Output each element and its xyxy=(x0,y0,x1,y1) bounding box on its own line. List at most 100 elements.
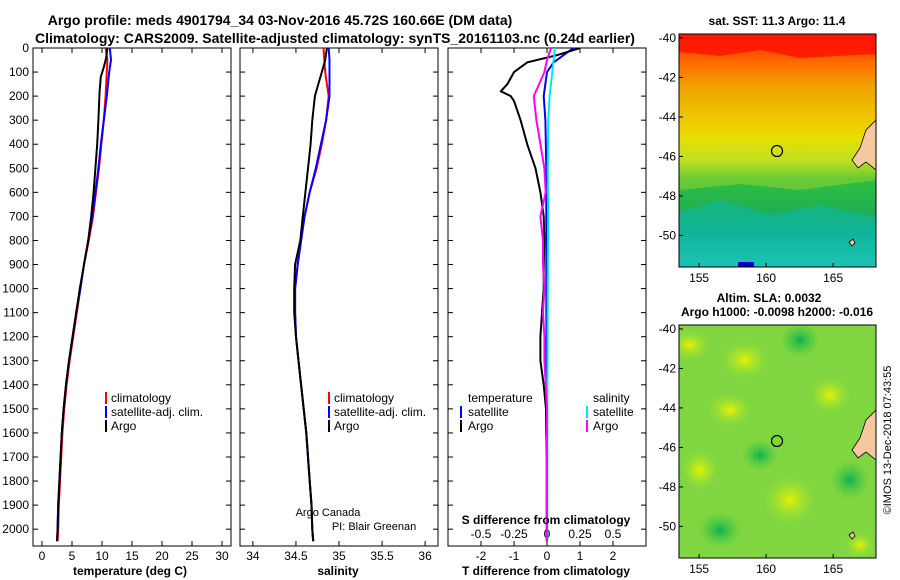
legend-label-argo: Argo xyxy=(111,419,137,433)
difference-x-tick-label: 2 xyxy=(610,549,617,563)
series-line-t-argo xyxy=(499,48,581,542)
sst-map-title: sat. SST: 11.3 Argo: 11.4 xyxy=(709,14,846,28)
annotation-argo-canada: Argo Canada xyxy=(296,507,362,519)
legend-label-t-argo: Argo xyxy=(468,419,494,433)
map-y-tick-label: -42 xyxy=(659,361,677,375)
temperature-x-tick-label: 20 xyxy=(155,549,169,563)
salinity-plot-frame xyxy=(239,47,439,547)
sst-map-frame xyxy=(678,33,877,268)
map-y-tick-label: -46 xyxy=(659,440,677,454)
sst-warm-band xyxy=(679,34,876,58)
depth-tick-label: 400 xyxy=(9,137,29,151)
depth-tick-label: 1100 xyxy=(3,306,29,320)
legend-label-climatology: climatology xyxy=(111,391,171,405)
temperature-axis-label: temperature (deg C) xyxy=(73,564,187,578)
salinity-x-tick-label: 35.5 xyxy=(370,549,394,563)
map-y-tick-label: -42 xyxy=(659,70,677,84)
difference-legend-salinity: salinity satellite Argo xyxy=(586,391,634,433)
salinity-x-tick-label: 35 xyxy=(332,549,346,563)
series-line-argo xyxy=(293,48,328,542)
map-x-tick-label: 155 xyxy=(689,271,709,285)
s-difference-tick-label: -0.5 xyxy=(471,527,492,541)
legend-label-t-satellite: satellite xyxy=(468,405,509,419)
map-x-tick-label: 165 xyxy=(823,562,843,576)
map-y-tick-label: -40 xyxy=(659,31,677,45)
map-y-tick-label: -50 xyxy=(659,519,677,533)
map-y-tick-label: -48 xyxy=(659,480,677,494)
sla-high xyxy=(706,392,754,428)
depth-tick-label: 1800 xyxy=(2,474,29,488)
depth-tick-label: 1700 xyxy=(2,450,29,464)
sla-map-title: Altim. SLA: 0.0032 xyxy=(717,291,822,305)
temperature-x-tick-label: 25 xyxy=(185,549,199,563)
temperature-x-tick-label: 5 xyxy=(69,549,76,563)
depth-tick-label: 0 xyxy=(22,41,29,55)
series-line-argo xyxy=(56,48,109,542)
map-x-tick-label: 160 xyxy=(756,562,776,576)
depth-tick-label: 1500 xyxy=(2,402,29,416)
depth-tick-label: 500 xyxy=(9,161,29,175)
salinity-x-tick-label: 34.5 xyxy=(284,549,308,563)
map-x-tick-label: 160 xyxy=(756,271,776,285)
map-y-tick-label: -44 xyxy=(659,401,677,415)
map-x-tick-label: 155 xyxy=(689,562,709,576)
depth-tick-labels: 0 100 200 300 400 500 600 700 800 900 1000 1100 1200… xyxy=(2,41,29,536)
sst-map-ticks: 155 160 165 -40 -42 -44 -46 -48 -50 xyxy=(659,31,844,285)
depth-tick-label: 300 xyxy=(9,113,29,127)
map-y-tick-label: -44 xyxy=(659,110,677,124)
temperature-x-tick-label: 15 xyxy=(125,549,139,563)
legend-label-climatology: climatology xyxy=(334,391,394,405)
t-difference-axis-label: T difference from climatology xyxy=(462,564,630,578)
sla-low xyxy=(742,439,778,471)
salinity-axis-label: salinity xyxy=(317,564,359,578)
depth-tick-label: 1300 xyxy=(2,354,29,368)
annotation-pi: PI: Blair Greenan xyxy=(332,521,416,533)
series-line-t-satellite xyxy=(542,48,574,542)
salinity-series xyxy=(293,48,331,542)
sst-cool-region xyxy=(679,200,876,267)
depth-tick-label: 600 xyxy=(9,185,29,199)
sla-map xyxy=(679,325,876,558)
legend-title-temperature: temperature xyxy=(468,391,533,405)
panel-ticks: 0 5 10 15 20 25 30 34 34.5 35 35.5 36 -2 -1 0 1 2 -0.5 -0.… xyxy=(33,47,646,563)
temperature-x-tick-label: 30 xyxy=(215,549,229,563)
sla-low xyxy=(830,460,870,500)
coastline-new-zealand xyxy=(851,119,876,171)
difference-legend-temperature: temperature satellite Argo xyxy=(460,391,533,433)
s-difference-axis-label: S difference from climatology xyxy=(462,513,631,527)
series-line-s-satellite xyxy=(546,48,556,542)
depth-tick-label: 200 xyxy=(9,89,29,103)
legend-label-s-argo: Argo xyxy=(593,419,619,433)
sla-low xyxy=(780,325,820,358)
depth-tick-label: 800 xyxy=(9,233,29,247)
s-difference-tick-label: -0.25 xyxy=(500,527,528,541)
salinity-legend: climatology satellite-adj. clim. Argo xyxy=(328,391,426,433)
depth-tick-label: 100 xyxy=(9,65,29,79)
map-y-tick-label: -46 xyxy=(659,149,677,163)
legend-label-s-satellite: satellite xyxy=(593,405,634,419)
argo-location-marker xyxy=(770,144,784,158)
temperature-x-tick-label: 10 xyxy=(95,549,109,563)
depth-tick-label: 1000 xyxy=(2,282,29,296)
map-x-tick-label: 165 xyxy=(823,271,843,285)
sst-map xyxy=(679,34,876,267)
difference-series xyxy=(499,48,581,542)
s-difference-tick-label: 0.5 xyxy=(605,527,622,541)
sla-high xyxy=(808,375,852,415)
depth-tick-label: 2000 xyxy=(2,522,29,536)
depth-tick-label: 1600 xyxy=(2,426,29,440)
coastline-new-zealand xyxy=(851,409,876,461)
temperature-plot-frame xyxy=(32,47,232,547)
depth-tick-label: 1400 xyxy=(2,378,29,392)
difference-x-tick-label: 0 xyxy=(544,549,551,563)
legend-label-argo: Argo xyxy=(334,419,360,433)
sla-high xyxy=(680,448,720,492)
map-y-tick-label: -40 xyxy=(659,322,677,336)
temperature-legend: climatology satellite-adj. clim. Argo xyxy=(105,391,203,433)
temperature-x-tick-label: 0 xyxy=(39,549,46,563)
legend-title-salinity: salinity xyxy=(593,391,630,405)
salinity-x-tick-label: 36 xyxy=(418,549,432,563)
sla-map-subtitle: Argo h1000: -0.0098 h2000: -0.016 xyxy=(681,305,873,319)
difference-x-tick-label: 1 xyxy=(577,549,584,563)
depth-tick-label: 700 xyxy=(9,209,29,223)
